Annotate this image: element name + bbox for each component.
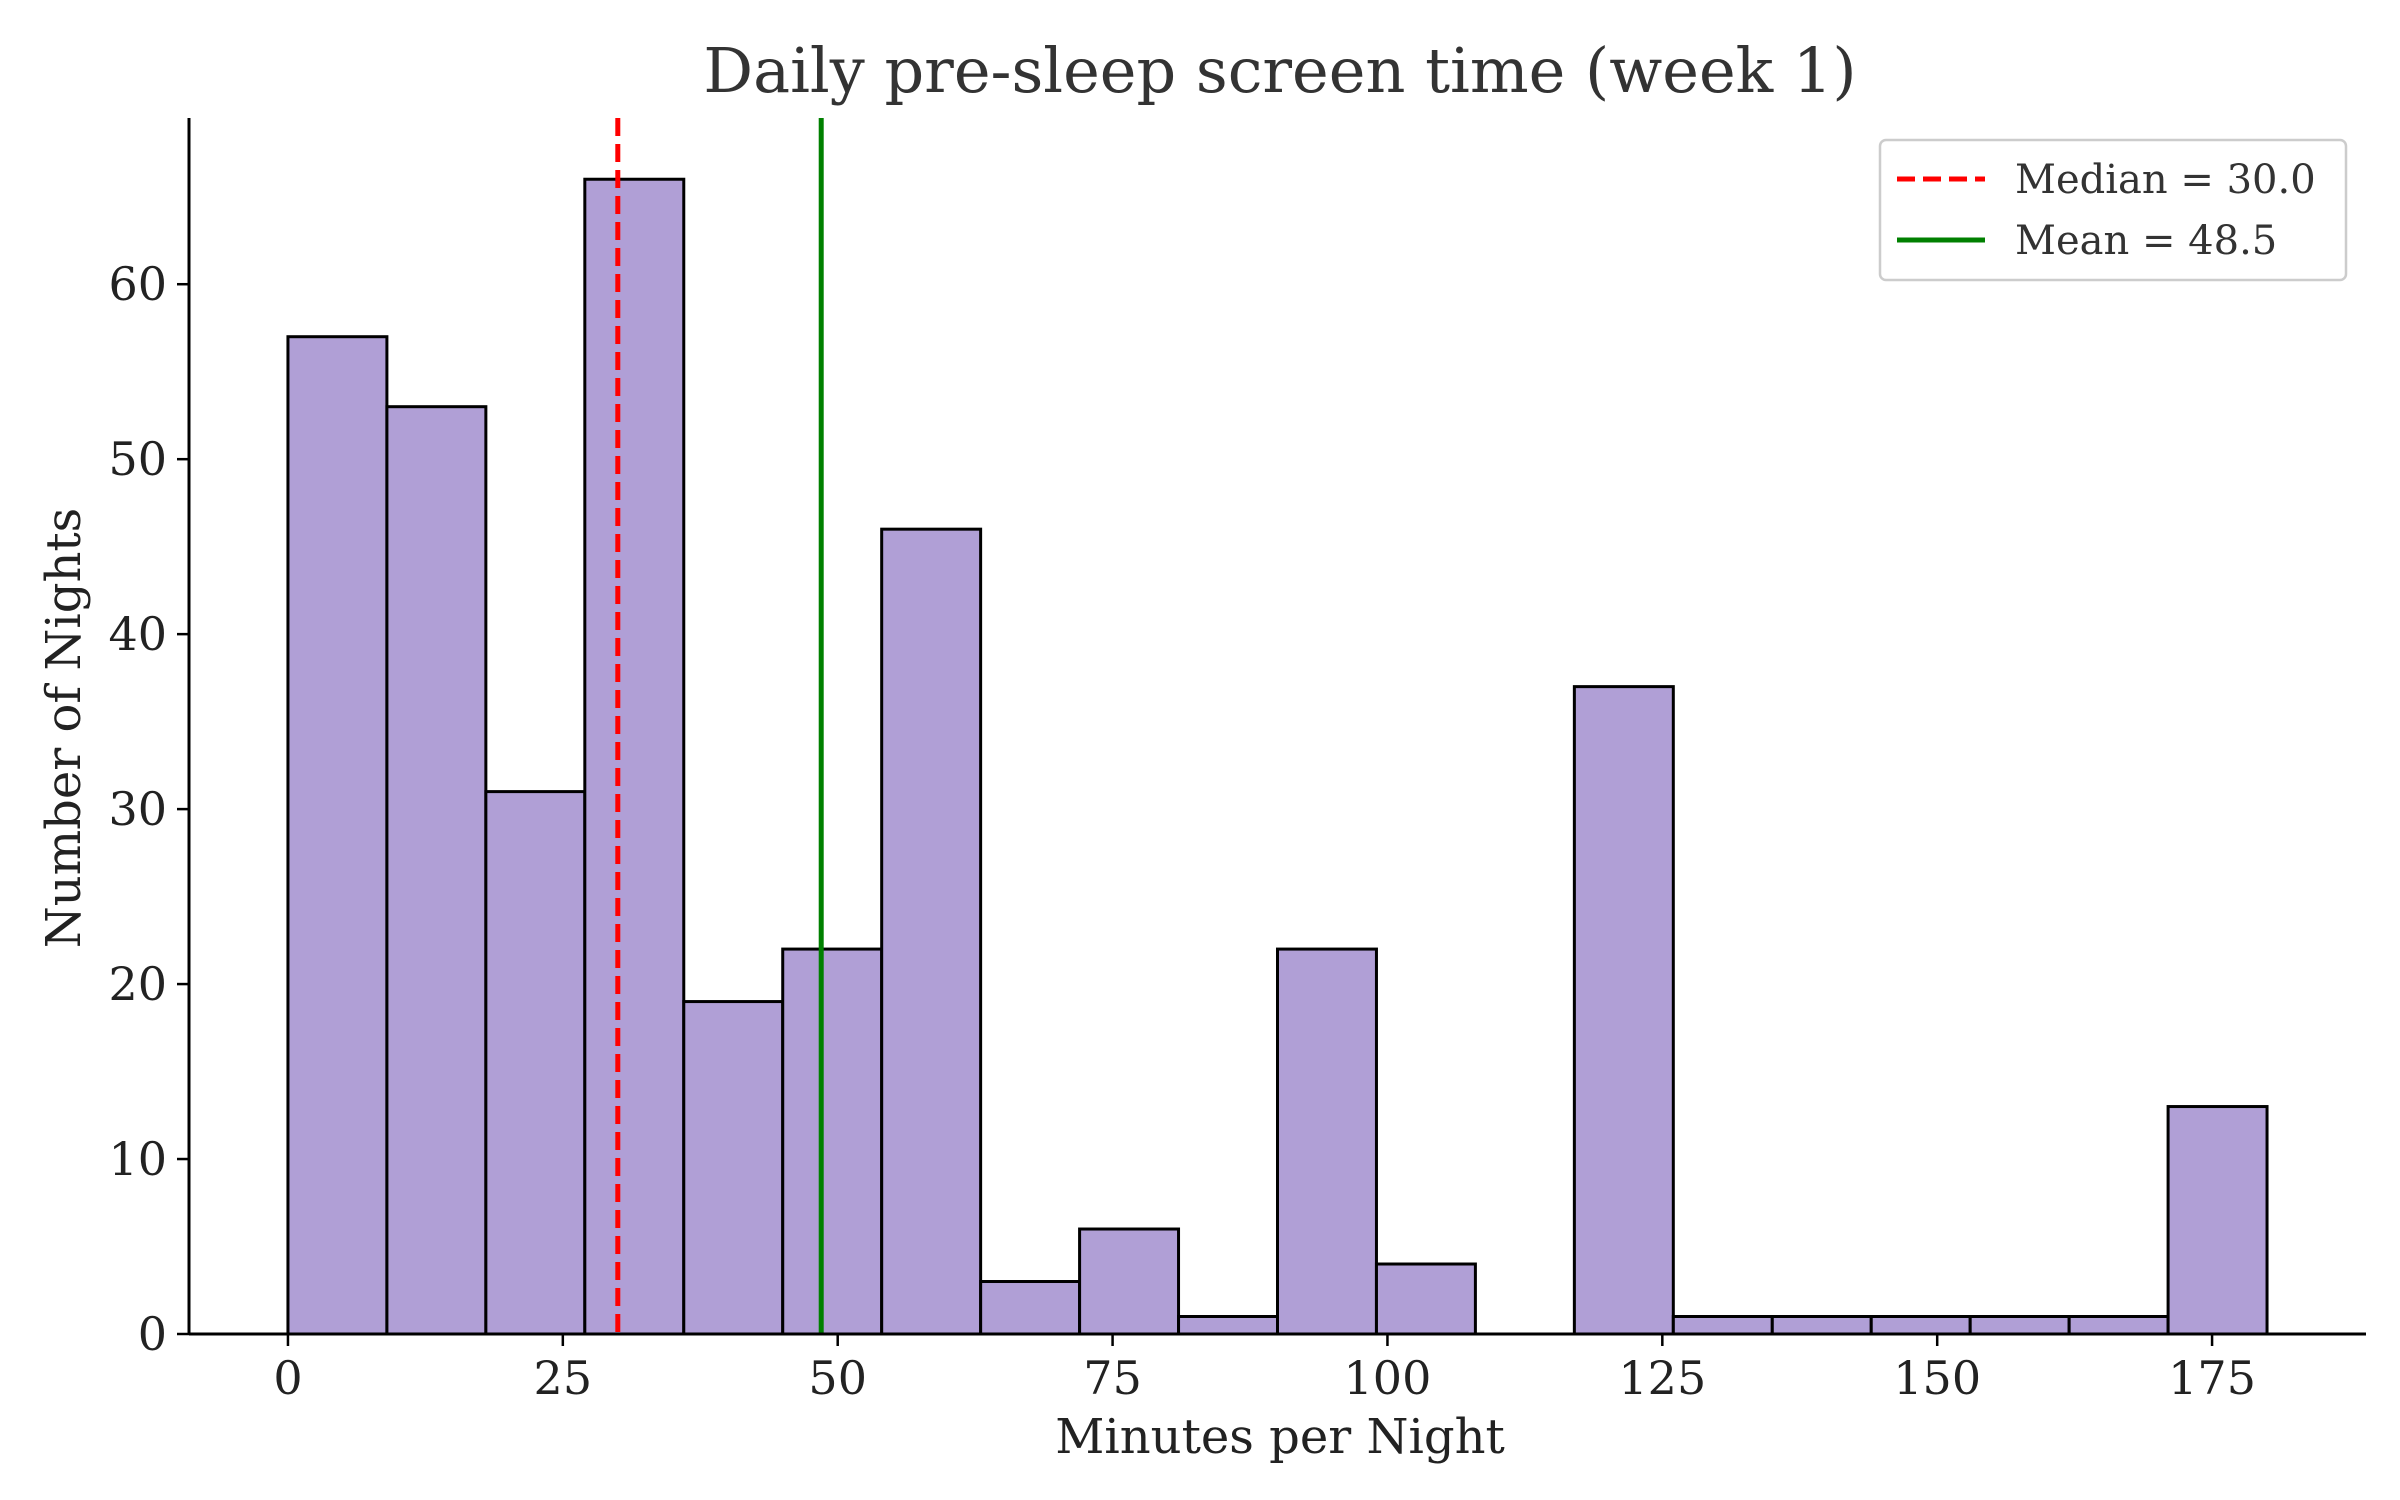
legend-label-median: Median = 30.0	[2015, 157, 2316, 203]
bars-group	[286, 177, 2269, 1336]
bar-10	[1276, 947, 1378, 1336]
x-tick-label: 0	[273, 1351, 302, 1405]
legend-box	[1878, 138, 2348, 282]
bar-11	[1374, 1262, 1477, 1336]
y-tick-label: 40	[108, 607, 167, 661]
bar-6	[880, 527, 983, 1336]
bar-9	[1177, 1315, 1280, 1336]
y-tick-label: 10	[108, 1132, 167, 1186]
x-tick-label: 75	[1083, 1351, 1142, 1405]
bar-4	[682, 1000, 785, 1336]
y-tick-label: 30	[108, 782, 167, 836]
bar-13	[1572, 685, 1675, 1336]
y-ticks-group: 0 10 20 30 40 50 60	[108, 257, 189, 1361]
x-tick-label: 175	[2168, 1351, 2256, 1405]
x-tick-label: 50	[808, 1351, 867, 1405]
bar-5	[781, 947, 884, 1336]
bar-15	[1770, 1315, 1873, 1336]
bar-1	[385, 405, 488, 1336]
x-ticks-group: 0 25 50 75 100 125 150 175	[273, 1334, 2256, 1405]
bar-17	[1968, 1315, 2071, 1336]
bar-0	[286, 335, 389, 1336]
bar-3	[583, 177, 686, 1336]
bar-14	[1671, 1315, 1774, 1336]
bar-2	[484, 790, 587, 1336]
chart-title: Daily pre-sleep screen time (week 1)	[703, 34, 1856, 107]
bar-7	[979, 1280, 1082, 1336]
x-axis-label: Minutes per Night	[1055, 1409, 1505, 1465]
y-axis-label: Number of Nights	[36, 508, 92, 949]
y-tick-label: 20	[108, 957, 167, 1011]
legend: Median = 30.0 Mean = 48.5	[1878, 138, 2348, 282]
x-tick-label: 125	[1618, 1351, 1706, 1405]
y-tick-label: 60	[108, 257, 167, 311]
legend-label-mean: Mean = 48.5	[2015, 218, 2277, 264]
bar-8	[1078, 1227, 1181, 1336]
bar-19	[2166, 1105, 2269, 1336]
y-tick-label: 0	[138, 1307, 167, 1361]
x-tick-label: 100	[1344, 1351, 1432, 1405]
bar-18	[2067, 1315, 2170, 1336]
x-tick-label: 150	[1893, 1351, 1981, 1405]
bar-16	[1869, 1315, 1972, 1336]
x-tick-label: 25	[534, 1351, 593, 1405]
y-tick-label: 50	[108, 432, 167, 486]
reference-lines-group	[615, 118, 824, 1334]
